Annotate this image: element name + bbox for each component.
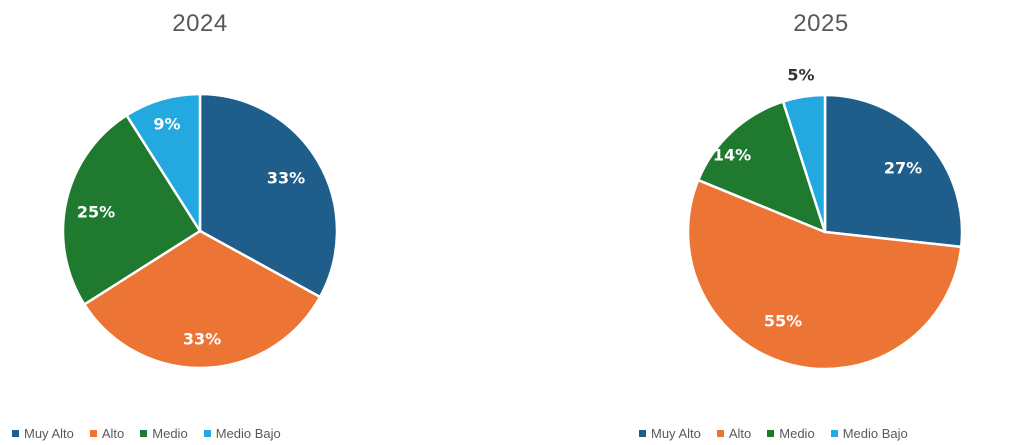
pie-slice-muy-alto — [198, 92, 339, 299]
slice-label-muy-alto: 33% — [267, 169, 305, 188]
legend-label: Muy Alto — [651, 426, 701, 441]
slice-label-alto: 55% — [764, 312, 802, 331]
pie-2024-svg: 33% 33% 25% 9% — [61, 92, 339, 370]
legend-swatch-medio-bajo — [203, 430, 211, 437]
legend-item-muy-alto: Muy Alto — [12, 426, 74, 441]
legend-swatch-muy-alto — [12, 430, 19, 437]
legend-swatch-medio — [767, 430, 775, 437]
legend-item-muy-alto: Muy Alto — [639, 426, 701, 441]
slice-label-medio: 14% — [713, 146, 751, 165]
legend-label: Medio Bajo — [842, 426, 908, 441]
slice-label-alto: 33% — [183, 330, 221, 349]
pie-2025-svg: 27% 55% 14% 5% — [686, 66, 964, 371]
pie-slice-medio-bajo — [781, 93, 827, 234]
legend-swatch-alto — [89, 430, 97, 437]
slice-label-muy-alto: 27% — [884, 159, 922, 178]
legend-label: Alto — [101, 426, 125, 441]
legend: Muy Alto Alto Medio Medio Bajo — [12, 426, 281, 441]
pie-chart-2025: 2025 27% 55% 14% 5% Muy Alto Alto Medio Med… — [621, 0, 1021, 445]
legend-item-medio: Medio — [767, 426, 815, 441]
pie-chart-2024: 2024 33% 33% 25% 9% Muy Alto Alto Medio Med… — [0, 0, 400, 445]
legend-swatch-medio — [140, 430, 148, 437]
legend: Muy Alto Alto Medio Medio Bajo — [639, 426, 908, 441]
legend-label: Medio Bajo — [215, 426, 281, 441]
legend-label: Muy Alto — [24, 426, 74, 441]
pie-slice-medio — [61, 114, 202, 306]
legend-item-medio-bajo: Medio Bajo — [830, 426, 908, 441]
pie-slice-alto — [83, 229, 322, 370]
pie-slice-muy-alto — [823, 93, 964, 249]
legend-item-medio-bajo: Medio Bajo — [203, 426, 281, 441]
legend-item-medio: Medio — [140, 426, 188, 441]
pie-slice-medio-bajo — [125, 92, 202, 233]
legend-item-alto: Alto — [89, 426, 125, 441]
legend-label: Alto — [728, 426, 752, 441]
legend-label: Medio — [152, 426, 188, 441]
slice-label-medio: 25% — [77, 203, 115, 222]
slice-label-medio-bajo: 5% — [787, 66, 814, 85]
legend-item-alto: Alto — [716, 426, 752, 441]
legend-swatch-medio-bajo — [830, 430, 838, 437]
legend-label: Medio — [779, 426, 815, 441]
chart-title: 2025 — [793, 10, 849, 37]
slice-label-medio-bajo: 9% — [153, 115, 180, 134]
pie-slice-alto — [686, 178, 963, 371]
legend-swatch-muy-alto — [639, 430, 646, 437]
chart-title: 2024 — [172, 10, 228, 37]
legend-swatch-alto — [716, 430, 724, 437]
